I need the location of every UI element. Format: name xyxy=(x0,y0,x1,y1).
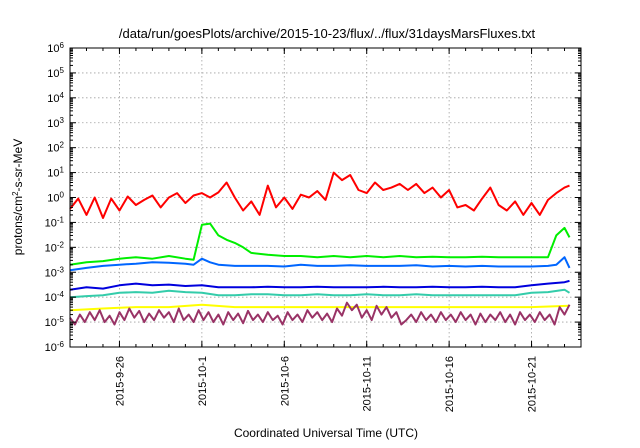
y-tick-base: 10 xyxy=(47,68,59,80)
y-tick-exponent: -5 xyxy=(57,315,65,324)
y-tick-base: 10 xyxy=(47,193,59,205)
x-tick-label: 2015-10-11 xyxy=(362,356,374,411)
y-tick-labels: 10-610-510-410-310-210-11001011021031041… xyxy=(45,41,65,355)
y-tick-exponent: -6 xyxy=(57,340,65,349)
y-tick-base: 10 xyxy=(45,292,57,304)
y-axis-label-exponent: 2 xyxy=(11,191,20,196)
y-tick-exponent: 6 xyxy=(60,41,65,50)
x-tick-labels: 2015-9-26 2015-10-1 2015-10-6 2015-10-11 201… xyxy=(114,356,538,412)
x-tick-label: 2015-10-1 xyxy=(197,356,209,406)
y-tick-label: 105 xyxy=(47,65,64,80)
y-tick-label: 10-3 xyxy=(45,265,65,280)
y-tick-exponent: -1 xyxy=(57,215,65,224)
y-tick-exponent: 5 xyxy=(60,65,65,74)
x-tick-label: 2015-9-26 xyxy=(114,356,126,406)
y-tick-exponent: 1 xyxy=(60,165,65,174)
y-tick-exponent: -3 xyxy=(57,265,65,274)
y-tick-base: 10 xyxy=(47,43,59,55)
x-axis-label: Coordinated Universal Time (UTC) xyxy=(234,426,418,440)
y-tick-exponent: 2 xyxy=(60,140,65,149)
y-tick-exponent: 3 xyxy=(60,115,65,124)
series-line-3 xyxy=(69,256,571,272)
y-tick-base: 10 xyxy=(45,267,57,279)
series-line-1 xyxy=(69,171,570,219)
y-tick-base: 10 xyxy=(47,168,59,180)
y-tick-label: 10-4 xyxy=(45,290,65,305)
y-tick-base: 10 xyxy=(47,118,59,130)
y-tick-label: 10-6 xyxy=(45,340,65,355)
y-tick-label: 10-1 xyxy=(45,215,65,230)
y-tick-exponent: 4 xyxy=(60,90,65,99)
chart-title: /data/run/goesPlots/archive/2015-10-23/f… xyxy=(119,26,536,41)
series-line-4 xyxy=(69,279,570,291)
x-tick-label: 2015-10-21 xyxy=(527,356,539,412)
series-line-6 xyxy=(69,303,570,312)
y-axis-label: protons/cm2-s-sr-MeV xyxy=(11,139,26,255)
series-line-7 xyxy=(69,301,571,326)
y-tick-label: 106 xyxy=(47,41,64,56)
y-tick-exponent: 0 xyxy=(60,190,65,199)
data-series xyxy=(69,171,571,326)
y-tick-label: 104 xyxy=(47,90,64,105)
y-tick-base: 10 xyxy=(45,242,57,254)
y-tick-base: 10 xyxy=(45,317,57,329)
y-tick-exponent: -4 xyxy=(57,290,65,299)
y-tick-label: 10-5 xyxy=(45,315,65,330)
x-tick-label: 2015-10-16 xyxy=(444,356,456,412)
y-axis-label-part1: protons/cm xyxy=(11,196,25,255)
y-tick-base: 10 xyxy=(47,93,59,105)
series-line-5 xyxy=(69,288,571,299)
y-tick-base: 10 xyxy=(47,143,59,155)
y-axis-label-part2: -s-sr-MeV xyxy=(11,139,25,192)
y-tick-label: 103 xyxy=(47,115,64,130)
y-tick-base: 10 xyxy=(45,217,57,229)
y-tick-base: 10 xyxy=(45,342,57,354)
y-tick-label: 100 xyxy=(47,190,64,205)
x-tick-label: 2015-10-6 xyxy=(279,356,291,406)
series-line-2 xyxy=(69,222,571,266)
y-tick-exponent: -2 xyxy=(57,240,65,249)
y-tick-label: 102 xyxy=(47,140,64,155)
y-tick-label: 101 xyxy=(47,165,64,180)
y-tick-label: 10-2 xyxy=(45,240,65,255)
axis-ticks xyxy=(70,47,581,348)
